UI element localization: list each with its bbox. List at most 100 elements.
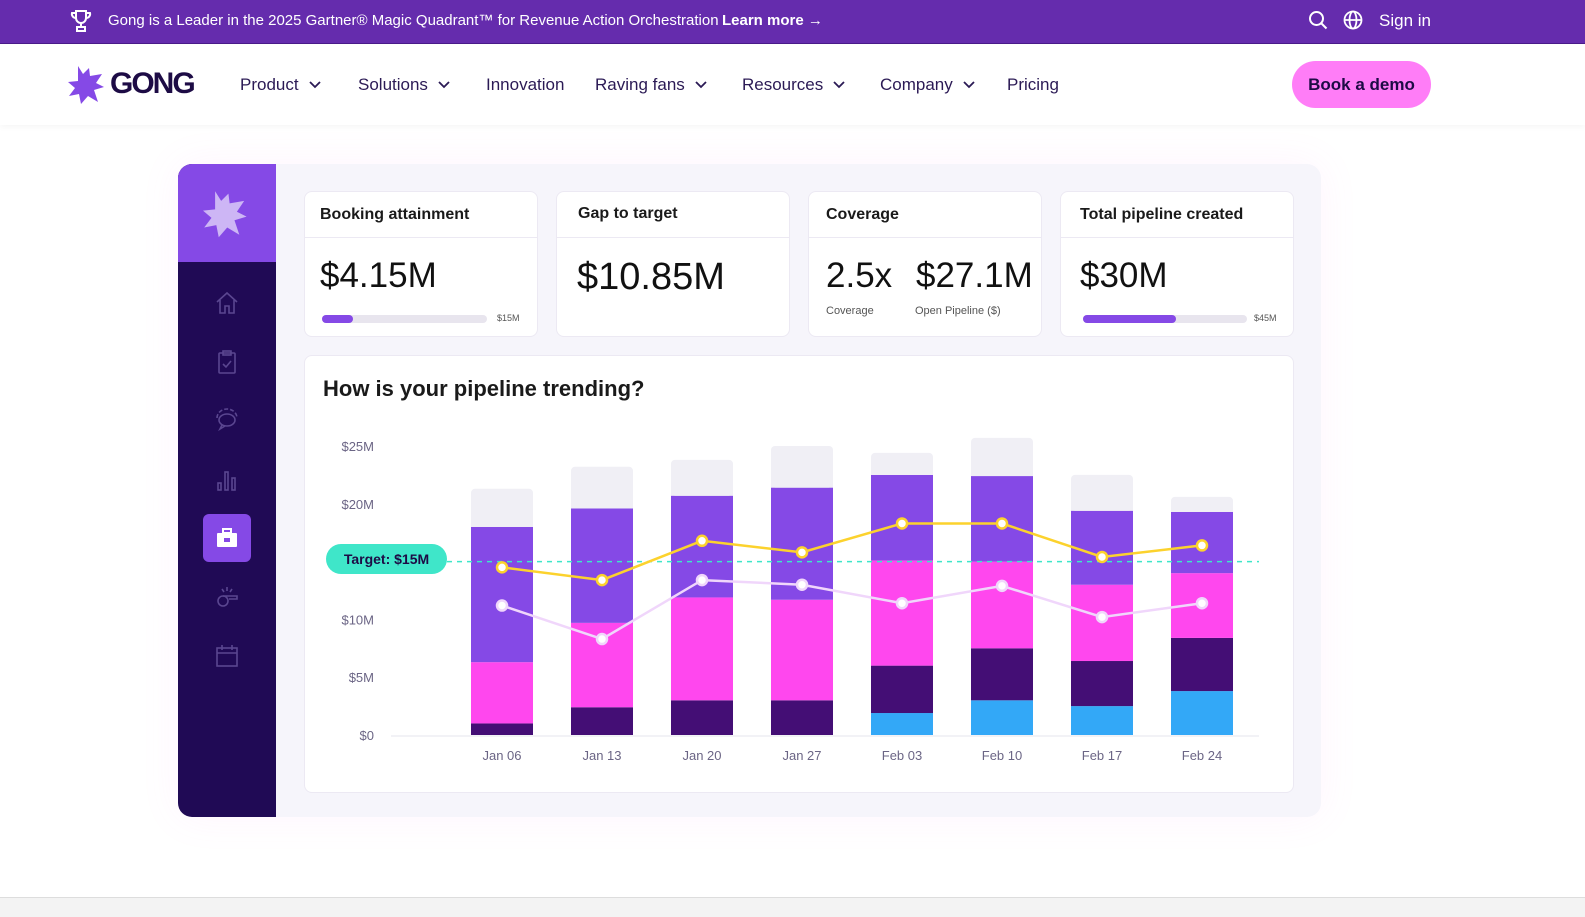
trend-point (495, 599, 509, 612)
bar-segment (971, 442, 1033, 477)
gong-logo[interactable]: GONG (68, 64, 196, 104)
chat-icon[interactable] (203, 397, 251, 445)
nav-product[interactable]: Product (240, 75, 321, 95)
bar-segment (1071, 706, 1133, 735)
trend-point (495, 561, 509, 574)
trend-point (1095, 610, 1109, 624)
nav-pricing[interactable]: Pricing (1007, 75, 1059, 94)
home-icon[interactable] (203, 279, 251, 327)
bar-chart-icon[interactable] (203, 456, 251, 504)
chart-title: How is your pipeline trending? (323, 376, 645, 401)
bar-segment (571, 471, 633, 509)
y-tick-label: $10M (341, 612, 374, 627)
pipeline-progress-bar (1083, 315, 1247, 323)
bar-segment (771, 599, 833, 701)
x-tick-label: Jan 06 (482, 748, 521, 763)
trend-point (695, 534, 709, 548)
bar-segment (1171, 691, 1233, 735)
bar-segment (471, 723, 533, 735)
trend-point (595, 632, 609, 646)
gap-value: $10.85M (577, 256, 725, 298)
nav-raving-fans[interactable]: Raving fans (595, 75, 707, 95)
trend-point (795, 546, 809, 559)
total-pipeline-value: $30M (1080, 256, 1168, 295)
x-tick-label: Feb 24 (1182, 748, 1222, 763)
chevron-down-icon (833, 81, 845, 89)
trend-point (895, 517, 909, 530)
briefcase-icon[interactable] (203, 514, 251, 562)
x-tick-label: Jan 13 (582, 748, 621, 763)
nav-company[interactable]: Company (880, 75, 975, 95)
bar-segment (871, 665, 933, 714)
globe-icon[interactable] (1343, 10, 1363, 34)
nav-solutions[interactable]: Solutions (358, 75, 450, 95)
target-badge: Target: $15M (326, 544, 447, 574)
trend-point (1195, 539, 1209, 552)
whistle-icon[interactable] (203, 573, 251, 621)
gong-star-icon (203, 191, 247, 238)
bar-segment (1071, 661, 1133, 707)
coverage-card: Coverage 2.5x Coverage $27.1M Open Pipel… (808, 191, 1042, 337)
bar-segment (971, 700, 1033, 735)
browser-bottom-bar (0, 897, 1585, 917)
bar-segment (1171, 501, 1233, 512)
bar-segment (471, 526, 533, 663)
bar-segment (671, 700, 733, 735)
trophy-icon (70, 9, 92, 37)
bar-segment (671, 464, 733, 496)
y-tick-label: $0 (360, 728, 374, 743)
app-sidebar (178, 164, 276, 817)
bar-segment (1071, 510, 1133, 585)
calendar-icon[interactable] (203, 632, 251, 680)
bar-segment (671, 597, 733, 701)
chart-svg: $0 $5M $10M $20M $25M Jan 06 Jan 13 Jan 20 Jan 2… (341, 437, 1259, 763)
trend-point (1095, 550, 1109, 564)
chevron-down-icon (963, 81, 975, 89)
trend-point (595, 573, 609, 587)
bar-segment (971, 561, 1033, 649)
main-nav: GONG Product Solutions Innovation Raving… (0, 45, 1585, 125)
bar-segment (871, 457, 933, 475)
learn-more-link[interactable]: Learn more → (722, 12, 823, 29)
booking-attainment-card: Booking attainment $4.15M $15M (304, 191, 538, 337)
x-tick-label: Feb 10 (982, 748, 1022, 763)
trend-line (501, 522, 1203, 582)
bar-segment (571, 707, 633, 735)
bar-segment (471, 493, 533, 527)
x-tick-label: Feb 03 (882, 748, 922, 763)
search-icon[interactable] (1308, 10, 1328, 34)
chevron-down-icon (438, 81, 450, 89)
y-tick-label: $25M (341, 439, 374, 454)
total-pipeline-card: Total pipeline created $30M $45M (1060, 191, 1294, 337)
booking-value: $4.15M (320, 256, 437, 295)
bar-segment (971, 648, 1033, 701)
booking-progress-bar (322, 315, 487, 323)
announcement-banner: Gong is a Leader in the 2025 Gartner® Ma… (0, 0, 1585, 44)
trend-point (695, 573, 709, 587)
trend-point (995, 579, 1009, 593)
bar-segment (771, 700, 833, 735)
trend-point (995, 517, 1009, 530)
chevron-down-icon (695, 81, 707, 89)
x-tick-label: Jan 20 (682, 748, 721, 763)
trend-point (1195, 596, 1209, 610)
clipboard-check-icon[interactable] (203, 338, 251, 386)
nav-innovation[interactable]: Innovation (486, 75, 565, 94)
open-pipeline-value: $27.1M (916, 256, 1033, 295)
trend-point (795, 578, 809, 591)
bar-segment (771, 451, 833, 488)
trend-point (895, 596, 909, 610)
nav-resources[interactable]: Resources (742, 75, 845, 95)
y-tick-label: $20M (341, 497, 374, 512)
pipeline-trend-chart: How is your pipeline trending? $0 $5M $10M… (304, 355, 1294, 793)
gong-star-icon (68, 66, 104, 104)
book-demo-button[interactable]: Book a demo (1292, 61, 1431, 108)
bar-segment (1171, 637, 1233, 692)
gap-to-target-card: Gap to target $10.85M (556, 191, 790, 337)
bar-segment (571, 508, 633, 623)
sign-in-link[interactable]: Sign in (1379, 11, 1431, 30)
x-tick-label: Feb 17 (1082, 748, 1122, 763)
y-tick-label: $5M (349, 670, 374, 685)
trend-line (501, 578, 1203, 641)
coverage-value: 2.5x (826, 256, 893, 295)
